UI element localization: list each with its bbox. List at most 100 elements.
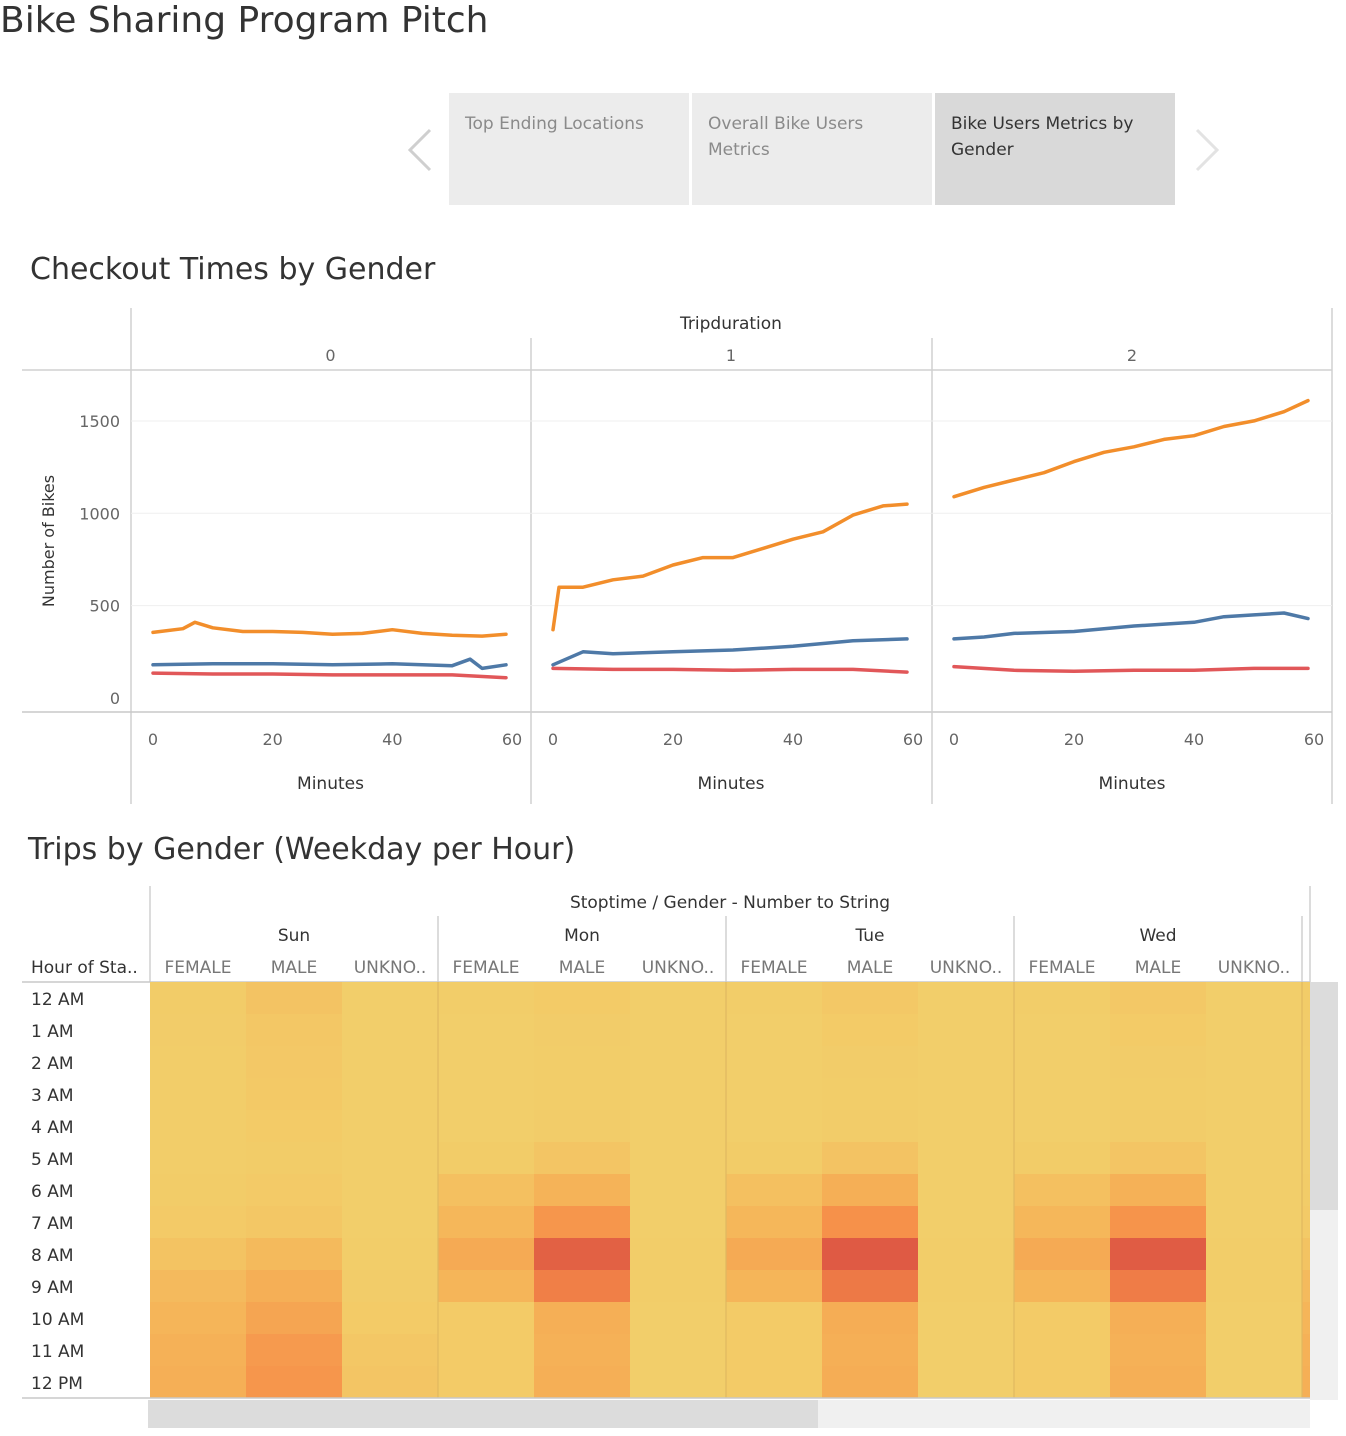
day-header: Sun [278,926,310,946]
heatmap-cell [150,1142,246,1174]
vertical-scrollbar-thumb[interactable] [1310,982,1338,1210]
heatmap-cell [342,1270,438,1302]
hour-label: 2 AM [31,1054,74,1074]
heatmap-cell [1206,1078,1302,1110]
heatmap-cell [822,1238,918,1270]
heatmap-cell [438,1014,534,1046]
heatmap-cell [822,1302,918,1334]
story-title: Bike Sharing Program Pitch [0,0,489,41]
heatmap-cell [246,1302,342,1334]
day-header: Mon [564,926,600,946]
heatmap-cell [1206,1142,1302,1174]
horizontal-scrollbar-thumb[interactable] [148,1400,818,1428]
heatmap-cell [534,1270,630,1302]
heatmap-cell [630,1110,726,1142]
x-tick-label: 60 [903,730,923,749]
column-header: Stoptime / Gender - Number to String [570,893,890,913]
heatmap-cell [918,1302,1014,1334]
heatmap-cell [534,1142,630,1174]
story-point-bike-users-metrics-by-gender[interactable]: Bike Users Metrics by Gender [935,93,1175,205]
series-line-male [952,398,1310,499]
trips-heatmap[interactable]: Stoptime / Gender - Number to String Sun F… [0,880,1346,1400]
heatmap-cell [150,1270,246,1302]
heatmap-cell [246,1142,342,1174]
heatmap-cell [438,982,534,1014]
story-point-label: Top Ending Locations [465,114,644,134]
heatmap-cell [726,1366,822,1398]
x-axis-label: Minutes [698,774,765,794]
gender-header: FEMALE [1028,958,1095,978]
heatmap-cell [150,1366,246,1398]
heatmap-cell [822,1366,918,1398]
trips-chart-title: Trips by Gender (Weekday per Hour) [28,832,576,867]
heatmap-cell [1014,1334,1110,1366]
heatmap-cell [150,1302,246,1334]
heatmap-cell [438,1142,534,1174]
heatmap-cell [534,1206,630,1238]
heatmap-cell [342,1238,438,1270]
heatmap-cell [726,1206,822,1238]
heatmap-cell [150,1206,246,1238]
heatmap-cell [438,1046,534,1078]
heatmap-cell [342,1110,438,1142]
gender-header: FEMALE [452,958,519,978]
heatmap-cell [726,1302,822,1334]
heatmap-cell [246,1078,342,1110]
vertical-scrollbar[interactable] [1310,982,1338,1400]
hour-label: 11 AM [31,1342,84,1362]
heatmap-cell [630,1206,726,1238]
heatmap-cell [1110,1238,1206,1270]
heatmap-cell-partial [1302,1238,1310,1270]
gender-header: MALE [559,958,606,978]
heatmap-cell [1110,1078,1206,1110]
heatmap-cell [1110,1142,1206,1174]
chevron-left-icon[interactable] [402,120,442,180]
heatmap-cell [1110,982,1206,1014]
heatmap-cell [342,982,438,1014]
heatmap-cell [534,1366,630,1398]
heatmap-cell-partial [1302,1206,1310,1238]
heatmap-cell [1206,1046,1302,1078]
story-point-overall-bike-users-metrics[interactable]: Overall Bike Users Metrics [692,93,932,205]
panel-header: 2 [1127,346,1137,365]
heatmap-cell [630,1366,726,1398]
hour-label: 3 AM [31,1086,74,1106]
heatmap-cell [822,1206,918,1238]
heatmap-cell [438,1206,534,1238]
panel-header: 1 [726,346,736,365]
heatmap-cell-partial [1302,1014,1310,1046]
heatmap-cell [1206,982,1302,1014]
heatmap-cell [630,1334,726,1366]
heatmap-cell [438,1366,534,1398]
heatmap-cell [246,1334,342,1366]
heatmap-cell [342,1334,438,1366]
chevron-right-icon[interactable] [1185,120,1225,180]
heatmap-cell [1110,1334,1206,1366]
series-line-male [151,620,508,638]
story-point-top-ending-locations[interactable]: Top Ending Locations [449,93,689,205]
heatmap-cell [534,1014,630,1046]
heatmap-cell [1206,1238,1302,1270]
horizontal-scrollbar[interactable] [148,1400,1310,1428]
heatmap-cell [918,1270,1014,1302]
hour-label: 9 AM [31,1278,74,1298]
gender-header: UNKNO.. [930,958,1003,978]
heatmap-cell [1110,1206,1206,1238]
series-line-female [952,664,1310,673]
heatmap-cell [1110,1174,1206,1206]
heatmap-cell [1206,1110,1302,1142]
heatmap-cell [1014,1302,1110,1334]
heatmap-cell [726,1174,822,1206]
heatmap-cell [630,1270,726,1302]
heatmap-cell [150,1110,246,1142]
heatmap-cell [1206,1302,1302,1334]
heatmap-cell [342,1046,438,1078]
hour-label: 10 AM [31,1310,84,1330]
heatmap-cell-partial [1302,1046,1310,1078]
x-tick-label: 0 [949,730,959,749]
heatmap-cell [1206,1270,1302,1302]
heatmap-cell [1014,1046,1110,1078]
heatmap-cell-partial [1302,1078,1310,1110]
x-tick-label: 20 [663,730,683,749]
